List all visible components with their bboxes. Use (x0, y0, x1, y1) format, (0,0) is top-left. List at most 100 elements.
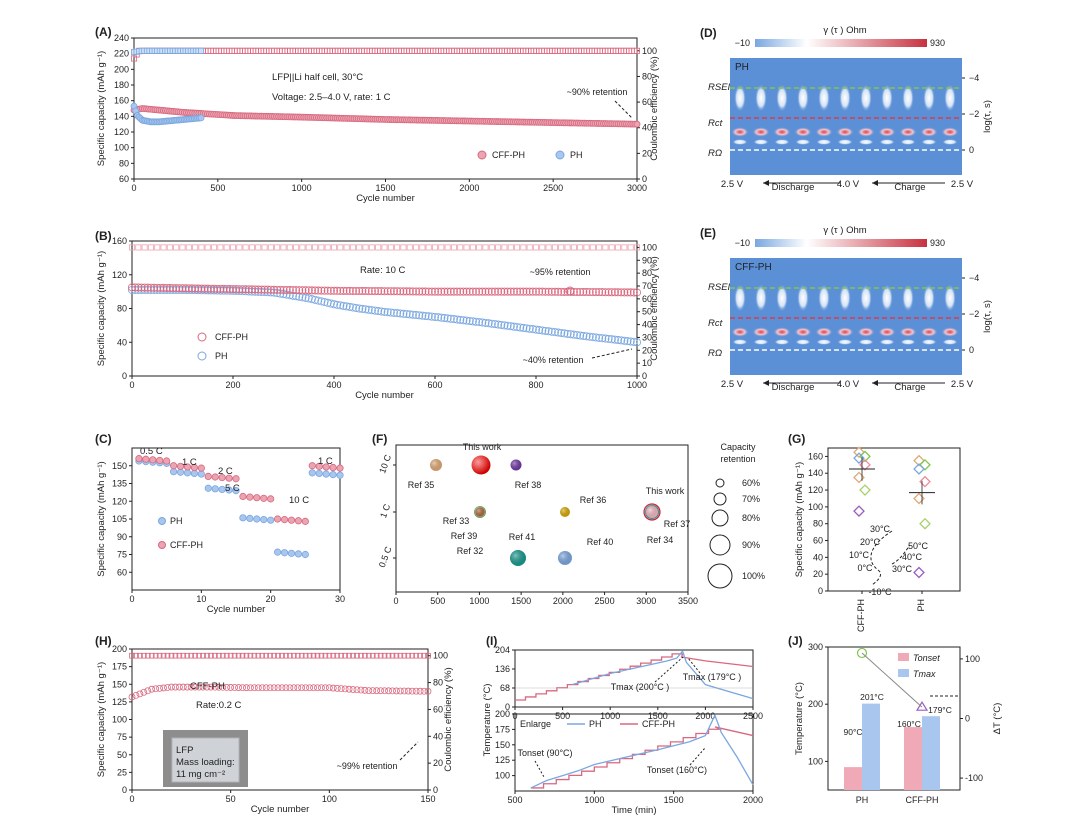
y2-tick-label: 60 (642, 97, 652, 107)
ce-marker-cff-ph (267, 244, 274, 251)
x-tick-label: 0 (131, 183, 136, 193)
capacity-marker (254, 684, 262, 692)
capacity-marker (144, 687, 152, 695)
capacity-marker-ph (585, 332, 594, 341)
capacity-marker-ph (532, 325, 541, 334)
capacity-marker-cff-ph (490, 287, 499, 296)
capacity-marker (314, 684, 321, 692)
y-tick-label: 120 (114, 127, 129, 137)
capacity-marker-cff-ph (405, 287, 414, 296)
size-legend-label: 70% (742, 494, 760, 504)
ce-marker (413, 652, 419, 659)
ce-marker-cff-ph (293, 244, 300, 251)
x-tick-label: 500 (555, 711, 570, 721)
ce-marker (346, 652, 352, 659)
y-tick-label: 68 (500, 683, 510, 693)
capacity-marker-ph (456, 315, 465, 324)
rate-marker-cff-ph (301, 517, 309, 525)
capacity-marker (258, 684, 266, 692)
capacity-marker-cff-ph (235, 285, 244, 294)
ce-marker (275, 652, 281, 659)
ce-marker-cff-ph (217, 244, 224, 251)
rate-marker-ph (294, 550, 302, 558)
capacity-marker (361, 686, 369, 694)
x-tick-label: 1000 (469, 596, 489, 606)
y-tick-label: 300 (808, 642, 823, 652)
data-marker (913, 492, 925, 505)
rate-marker-ph (322, 470, 330, 478)
capacity-marker-ph (386, 308, 395, 317)
x-tick-label: 2000 (553, 596, 573, 606)
capacity-marker-ph (389, 308, 398, 317)
capacity-marker-ph (364, 305, 373, 314)
capacity-marker-cff-ph (396, 287, 405, 296)
capacity-marker-cff-ph (412, 287, 421, 296)
series-ph-top (571, 649, 754, 700)
annotation: Tmax (179°C ) (683, 672, 742, 682)
y-tick-label: 0 (122, 371, 127, 381)
bubble-shine (510, 459, 522, 471)
rate-label: 0.5 C (140, 446, 163, 457)
capacity-marker (168, 683, 175, 691)
panel-label: (B) (95, 229, 112, 243)
heatmap-peak (900, 139, 916, 145)
rate-marker-cff-ph (253, 494, 261, 502)
heatmap-peak (944, 84, 956, 112)
capacity-marker-cff-ph (503, 287, 512, 296)
ce-marker-cff-ph (223, 244, 230, 251)
legend-label: PH (215, 351, 228, 361)
ce-marker (129, 652, 135, 659)
capacity-marker-cff-ph (276, 285, 285, 294)
panel-label: (I) (486, 634, 497, 648)
capacity-marker-cff-ph (528, 287, 537, 296)
bubble-label: Ref 37 (664, 519, 691, 529)
capacity-marker (321, 684, 329, 692)
rate-marker-ph (232, 486, 240, 495)
capacity-marker-cff-ph (251, 285, 260, 294)
capacity-marker-ph (333, 300, 342, 309)
capacity-marker (183, 683, 191, 691)
legend-label: Tonset (913, 653, 940, 663)
heatmap-peak (837, 339, 853, 345)
capacity-marker-cff-ph (443, 287, 452, 296)
capacity-marker-ph (620, 336, 629, 345)
ce-marker (141, 652, 147, 659)
capacity-marker (396, 687, 404, 695)
voltage-label: 2.5 V (951, 179, 974, 190)
legend-marker-ph (197, 351, 207, 361)
capacity-marker-cff-ph (434, 287, 443, 296)
x-tick-label: 800 (528, 380, 543, 390)
ce-marker-cff-ph (533, 244, 540, 251)
capacity-marker-ph (573, 331, 582, 340)
y-tick-label: −4 (969, 73, 979, 83)
capacity-marker-ph (481, 318, 490, 327)
y-tick-label: 100 (114, 143, 129, 153)
legend-marker-ph (555, 150, 565, 160)
capacity-marker (179, 683, 187, 691)
y-tick-label: 60 (117, 567, 127, 577)
ce-marker (247, 652, 254, 659)
capacity-marker-cff-ph (288, 286, 297, 295)
right-axis-label: log(τ, s) (982, 300, 993, 333)
capacity-marker (306, 684, 314, 692)
capacity-marker (136, 690, 144, 698)
ce-marker-cff-ph (438, 244, 445, 251)
capacity-marker-ph (424, 312, 433, 321)
y-tick-label: 25 (117, 767, 127, 777)
capacity-marker-ph (487, 319, 496, 328)
y-tick-label: 0.5 C (377, 545, 394, 569)
capacity-marker-cff-ph (509, 287, 518, 296)
series-ph-bottom (530, 713, 754, 789)
ce-marker (338, 652, 344, 659)
ce-marker (306, 652, 313, 659)
rate-marker-cff-ph (211, 473, 219, 481)
y2-tick-label: 40 (642, 320, 652, 330)
capacity-marker-cff-ph (358, 287, 367, 296)
ce-marker (208, 652, 214, 659)
ce-marker-cff-ph (469, 244, 476, 251)
y-tick-label: 175 (495, 724, 510, 734)
ce-marker (137, 652, 143, 659)
capacity-marker-cff-ph (440, 287, 449, 296)
x-tick-label: 150 (420, 794, 435, 804)
ce-marker-cff-ph (394, 244, 401, 251)
